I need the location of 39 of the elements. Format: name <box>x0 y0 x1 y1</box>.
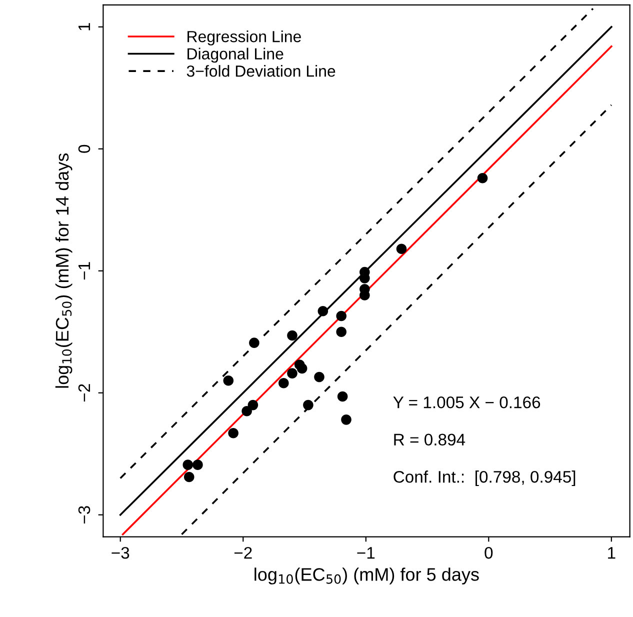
point <box>249 338 260 348</box>
point <box>336 310 346 322</box>
point <box>396 244 407 254</box>
point <box>228 428 238 438</box>
point <box>223 376 234 386</box>
y-tick-label: 0 <box>78 144 90 153</box>
point <box>296 363 308 374</box>
annotation: R = 0.894 <box>394 434 466 446</box>
y-axis-title: log$_{10}$(EC$_{50}$) (mM) for 14 days <box>55 153 72 388</box>
y-tick-label: −1 <box>78 262 90 280</box>
legend-label: Diagonal Line <box>188 48 284 63</box>
point <box>336 326 346 338</box>
x-tick-label: 1 <box>608 547 616 559</box>
point <box>248 400 258 410</box>
x-tick-label: −3 <box>112 546 130 559</box>
point <box>318 306 328 316</box>
point <box>182 460 194 470</box>
y-tick-label: −2 <box>78 384 90 402</box>
y-tick-label: −3 <box>78 506 90 524</box>
annotation: Y = 1.005 X − 0.166 <box>393 396 540 408</box>
x-axis-title: log$_{10}$(EC$_{50}$) (mM) for 5 days <box>254 568 479 584</box>
y-tick-label: 1 <box>78 23 90 30</box>
point <box>303 400 314 410</box>
point <box>278 378 289 388</box>
point <box>314 372 324 382</box>
point <box>287 368 298 378</box>
x-tick-label: −1 <box>357 547 375 559</box>
point <box>341 414 352 425</box>
legend-label: Regression Line <box>188 30 301 46</box>
point <box>242 406 252 416</box>
point <box>477 173 488 184</box>
point <box>287 330 298 341</box>
point <box>337 391 348 402</box>
point <box>184 472 194 482</box>
x-tick-label: 0 <box>484 546 493 559</box>
x-tick-label: −2 <box>234 546 252 559</box>
point <box>192 460 203 470</box>
legend-label: 3−fold Deviation Line <box>186 65 336 77</box>
annotation: Conf. Int.: [0.798, 0.945] <box>394 470 576 486</box>
